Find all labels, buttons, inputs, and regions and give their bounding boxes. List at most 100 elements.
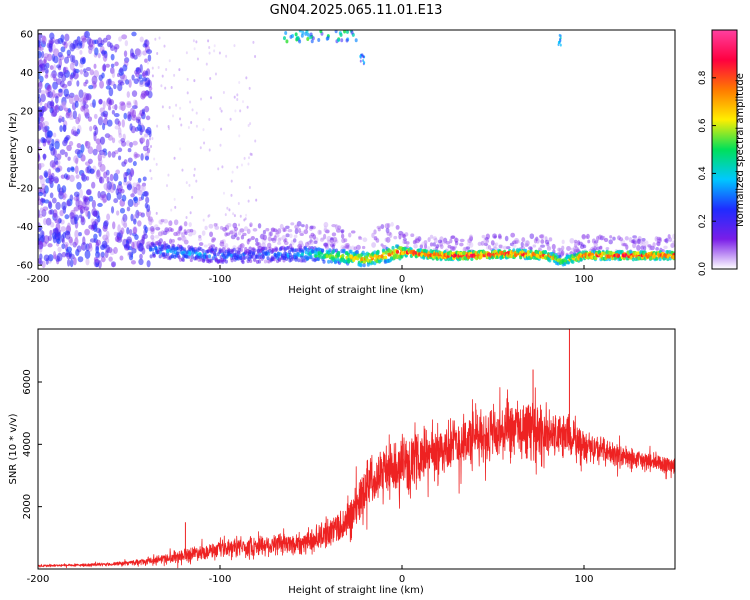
spectrogram-cell xyxy=(85,66,91,72)
spectrogram-cell xyxy=(155,226,161,231)
spectrogram-cell xyxy=(419,244,424,249)
spectrogram-cell xyxy=(106,192,112,201)
spectrogram-cell xyxy=(342,249,346,254)
spectrogram-cell xyxy=(178,226,183,232)
spectrogram-cell xyxy=(230,229,235,235)
spectrogram-cell xyxy=(573,245,579,252)
spectrogram-cell xyxy=(224,259,228,264)
spectrogram-cell xyxy=(47,168,52,176)
spectrogram-cell xyxy=(54,140,60,150)
spectrogram-cell xyxy=(55,167,61,173)
spectrogram-cell xyxy=(175,230,181,237)
spectrogram-cell xyxy=(309,225,314,230)
spectrogram-cell xyxy=(40,198,46,203)
spectrogram-cell xyxy=(337,38,341,43)
spectrogram-cell xyxy=(326,235,332,242)
spectrogram-cell xyxy=(641,244,647,249)
spectrogram-cell xyxy=(38,163,42,171)
spectrogram-cell xyxy=(69,259,74,268)
spectrogram-cell xyxy=(119,255,124,261)
spectrogram-cell xyxy=(133,151,138,159)
spectrogram-cell xyxy=(38,50,42,59)
spectrogram-cell xyxy=(271,247,276,252)
spectrogram-cell xyxy=(111,262,116,268)
spectrogram-cell xyxy=(85,93,92,101)
spectrogram-cell xyxy=(566,246,571,252)
spectrogram-cell xyxy=(132,140,138,146)
spectrogram-cell xyxy=(325,229,330,234)
spectrogram-cell xyxy=(323,233,327,240)
spectrogram-cell xyxy=(468,242,474,248)
spectrogram-cell xyxy=(366,262,370,267)
spectrogram-cell xyxy=(86,141,91,148)
spectrogram-cell xyxy=(268,246,272,251)
spectrogram-cell xyxy=(591,245,596,250)
spectrogram-cell xyxy=(136,181,141,187)
spectrogram-cell xyxy=(618,237,624,242)
spectrogram-cell xyxy=(493,235,497,239)
spectrogram-cell xyxy=(620,249,624,254)
spectrogram-cell xyxy=(377,227,381,232)
spectrogram-cell xyxy=(62,66,67,75)
spectrogram-cell xyxy=(154,37,157,41)
spectrogram-cell xyxy=(257,259,262,264)
snr-series-line xyxy=(38,387,675,569)
spectrogram-cell xyxy=(55,201,61,210)
spectrogram-cell xyxy=(120,102,126,112)
spectrogram-cell xyxy=(450,235,456,239)
spectrogram-cell xyxy=(122,133,126,141)
spectrogram-cell xyxy=(38,81,43,90)
spectrogram-cell xyxy=(198,242,204,247)
colorbar-frame xyxy=(711,29,738,270)
spectrogram-cell xyxy=(254,55,257,59)
spectrogram-cell xyxy=(261,242,266,249)
spectrogram-cell xyxy=(163,44,166,48)
spectrogram-cell xyxy=(222,226,228,232)
spectrogram-cell xyxy=(404,232,409,237)
spectrogram-cell xyxy=(110,53,115,61)
spectrogram-cell xyxy=(97,43,103,48)
spectrogram-cell xyxy=(46,53,53,62)
spectrogram-cell xyxy=(433,237,438,244)
spectrogram-cell xyxy=(110,63,115,68)
spectrogram-cell xyxy=(130,52,136,59)
spectrogram-cell xyxy=(263,246,268,251)
spectrogram-cell xyxy=(114,103,118,111)
spectrogram-cell xyxy=(453,237,459,243)
spectrogram-cell xyxy=(270,237,275,241)
spectrogram-cell xyxy=(107,134,113,141)
spectrogram-cell xyxy=(81,96,86,104)
spectrogram-cell xyxy=(309,239,313,243)
spectrogram-cell xyxy=(122,64,128,72)
spectrogram-cell xyxy=(89,125,93,132)
spectrogram-cell xyxy=(47,235,53,242)
spectrogram-cell xyxy=(60,34,65,43)
spectrogram-cell xyxy=(167,124,170,128)
spectrogram-cell xyxy=(89,168,95,174)
spectrogram-cell xyxy=(105,63,110,68)
spectrogram-cell xyxy=(340,233,345,239)
spectrogram-cell xyxy=(199,146,202,150)
spectrogram-cell xyxy=(108,87,114,97)
spectrogram-cell xyxy=(41,35,46,42)
spectrogram-cell xyxy=(94,126,99,136)
spectrogram-cell xyxy=(628,237,633,243)
spectrogram-cell xyxy=(70,54,74,63)
spectrogram-cell xyxy=(133,202,139,208)
spectrogram-cell xyxy=(236,97,239,101)
spectrogram-y-tick-label: -40 xyxy=(17,222,33,233)
spectrogram-cell xyxy=(74,165,79,175)
spectrogram-cell xyxy=(91,75,98,85)
spectrogram-cell xyxy=(559,43,562,47)
spectrogram-cell xyxy=(91,181,96,189)
spectrogram-cell xyxy=(122,213,128,223)
spectrogram-cell xyxy=(160,230,165,236)
spectrogram-cell xyxy=(333,260,338,265)
spectrogram-cell xyxy=(38,40,41,48)
spectrogram-cell xyxy=(153,157,156,161)
spectrogram-cell xyxy=(50,111,57,117)
spectrogram-cell xyxy=(259,234,265,239)
spectrogram-cell xyxy=(386,222,391,229)
spectrogram-cell xyxy=(319,237,325,242)
spectrogram-cell xyxy=(47,91,54,98)
